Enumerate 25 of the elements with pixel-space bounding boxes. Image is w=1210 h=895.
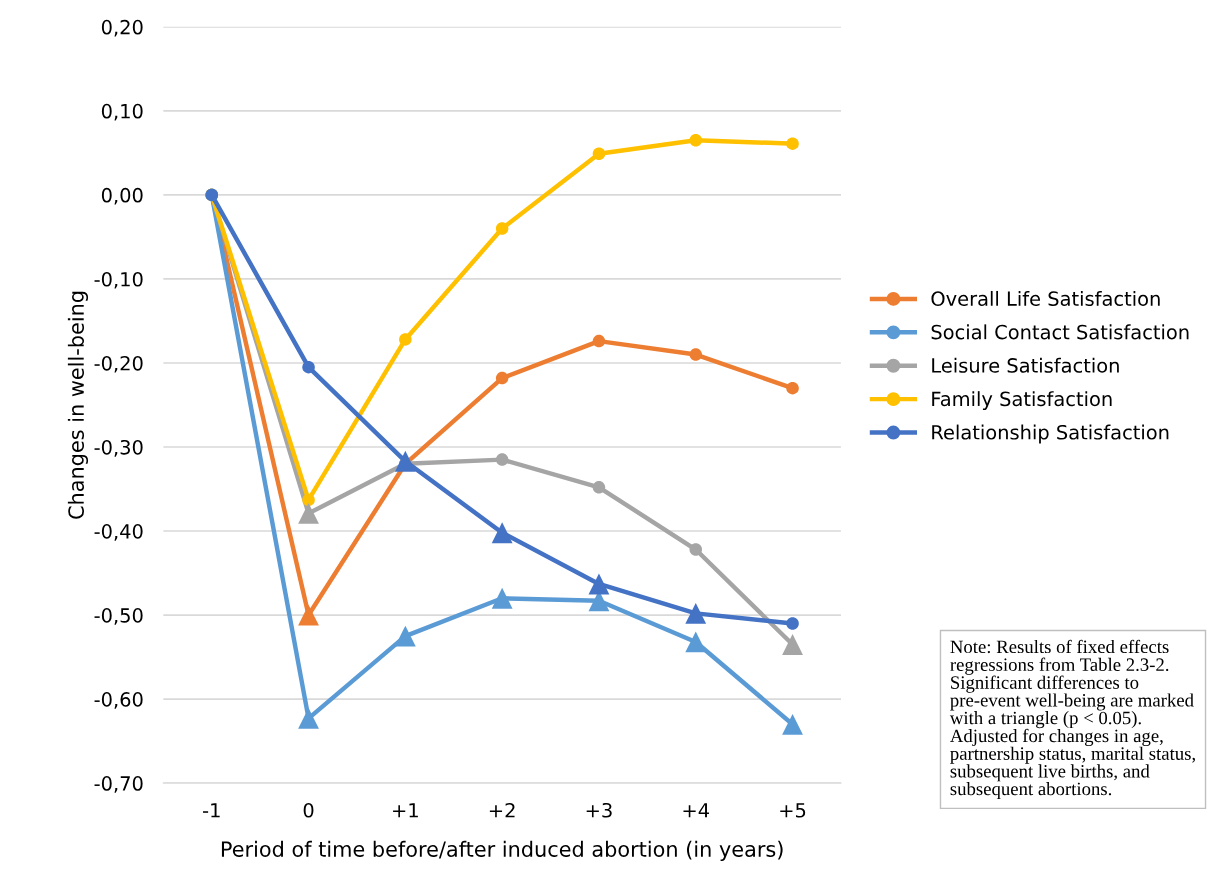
x-tick-label: -1 xyxy=(203,803,220,818)
text: Note: Results of fixed effects regressions from Table 2.3-2. Significant differences to pre-event well-being are marked with a triangle (p < 0.05). Adjusted for changes in age, partnership status, marital status, subsequent live births, and subsequent abortions. xyxy=(949,639,1195,800)
legend-label: Overall Life Satisfaction xyxy=(931,290,1160,307)
y-tick-label: -0,70 xyxy=(94,776,143,793)
legend-label: Family Satisfaction xyxy=(932,391,1112,410)
x-tick-label: 0 xyxy=(303,802,314,818)
y-tick-label: -0,20 xyxy=(94,355,143,373)
x-tick-label: +2 xyxy=(489,802,515,818)
y-tick-label: 0,00 xyxy=(101,187,143,205)
y-tick-label: -0,50 xyxy=(94,608,143,625)
legend-label: Leisure Satisfaction xyxy=(932,357,1119,373)
y-tick-label: 0,20 xyxy=(101,19,143,37)
x-tick-label: +4 xyxy=(683,803,709,818)
y-axis-title: Changes in well-being xyxy=(67,291,89,519)
y-tick-label: -0,60 xyxy=(94,692,143,709)
y-tick-label: -0,10 xyxy=(94,271,143,289)
legend-label: Social Contact Satisfaction xyxy=(931,324,1189,340)
legend-label: Relationship Satisfaction xyxy=(932,424,1169,444)
x-tick-label: +3 xyxy=(586,802,612,818)
x-axis-title: Period of time before/after induced abortion (in years) xyxy=(221,840,783,861)
x-tick-label: +1 xyxy=(393,803,418,818)
y-tick-label: -0,30 xyxy=(94,439,143,457)
x-tick-label: +5 xyxy=(780,803,806,818)
y-tick-label: 0,10 xyxy=(101,103,143,121)
y-tick-label: -0,40 xyxy=(94,523,143,541)
